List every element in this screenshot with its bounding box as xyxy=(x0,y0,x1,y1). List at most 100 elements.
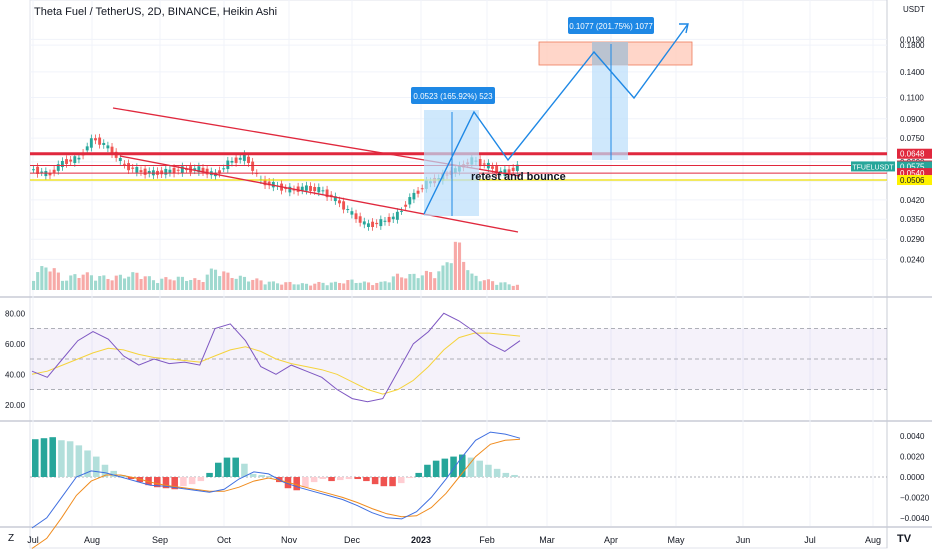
rsi-ma-line xyxy=(31,332,521,395)
candle xyxy=(342,201,346,210)
price-pane[interactable]: 0.0523 (165.92%) 523 0.1077 (201.75%) 107… xyxy=(30,17,887,290)
volume-bar xyxy=(304,283,309,290)
y-tick-label: 0.0190 xyxy=(900,35,925,44)
volume-bar xyxy=(151,280,156,290)
volume-bar xyxy=(122,278,127,290)
volume-bar xyxy=(32,280,36,290)
candle xyxy=(102,142,106,145)
macd-pane[interactable] xyxy=(30,431,887,549)
candle xyxy=(304,185,308,191)
candle xyxy=(48,173,52,176)
volume-bar xyxy=(412,273,416,290)
volume-bar xyxy=(288,281,292,290)
candle xyxy=(230,160,234,163)
macd-histogram-bar xyxy=(197,477,205,482)
volume-bar xyxy=(354,282,358,290)
candle xyxy=(172,167,176,174)
macd-histogram-bar xyxy=(319,477,327,480)
volume-bar xyxy=(470,273,474,290)
macd-histogram-bar xyxy=(58,440,65,477)
macd-histogram-bar xyxy=(32,439,39,477)
volume-bar xyxy=(342,283,346,290)
price-label-text: 0.0506 xyxy=(900,176,925,185)
rsi-pane[interactable] xyxy=(30,312,887,403)
volume-bar xyxy=(197,279,201,290)
volume-bar xyxy=(94,280,98,290)
volume-bar xyxy=(85,272,89,290)
macd-histogram-bar xyxy=(328,477,335,482)
volume-bar xyxy=(371,285,375,290)
macd-histogram-bar xyxy=(398,477,405,484)
y-tick-label: 0.1400 xyxy=(900,68,925,77)
price-label-box xyxy=(897,161,932,172)
volume-bar xyxy=(143,276,147,290)
macd-histogram-bar xyxy=(389,477,396,487)
candle xyxy=(226,160,230,169)
macd-tick-label: −0.0040 xyxy=(900,514,930,523)
candle xyxy=(222,168,226,170)
candle xyxy=(491,166,494,169)
candle xyxy=(379,219,383,227)
volume-bar xyxy=(309,285,313,290)
rsi-line xyxy=(31,312,521,403)
volume-bar xyxy=(296,284,300,290)
zoom-button[interactable]: Z xyxy=(8,533,15,544)
candle xyxy=(185,169,188,171)
volume-bar xyxy=(511,285,515,290)
candle xyxy=(383,220,387,222)
volume-bar xyxy=(429,272,433,290)
macd-signal-line xyxy=(31,438,521,549)
x-tick-label: Jun xyxy=(736,535,751,545)
macd-histogram-bar xyxy=(84,450,91,477)
candle xyxy=(98,137,102,145)
volume-bar xyxy=(114,275,118,290)
candle xyxy=(333,196,337,202)
candle xyxy=(251,161,255,171)
candle xyxy=(338,200,341,204)
x-tick-label: Mar xyxy=(539,535,555,545)
macd-histogram-bar xyxy=(450,456,457,477)
candle xyxy=(205,168,209,175)
candle xyxy=(238,157,242,160)
volume-bar xyxy=(147,276,151,290)
macd-histogram-bar xyxy=(162,477,170,489)
candle xyxy=(313,186,317,192)
y-tick-label: 0.0900 xyxy=(900,115,925,124)
candle xyxy=(32,169,35,171)
candle xyxy=(300,186,304,191)
volume-bar xyxy=(180,276,184,290)
volume-bar xyxy=(189,279,193,290)
macd-tick-label: 0.0000 xyxy=(900,473,925,482)
volume-bar xyxy=(276,283,280,290)
candle xyxy=(400,210,403,212)
macd-histogram-bar xyxy=(406,477,414,479)
volume-bar xyxy=(56,272,60,290)
volume-bar xyxy=(164,277,168,290)
macd-histogram-bar xyxy=(93,456,100,477)
candle xyxy=(110,146,114,155)
macd-histogram-bar xyxy=(415,472,422,477)
measure-label-1: 0.0523 (165.92%) 523 xyxy=(413,92,493,101)
volume-bar xyxy=(205,274,209,290)
price-unit-label: USDT xyxy=(903,5,925,14)
volume-bar xyxy=(242,276,247,290)
volume-bar xyxy=(395,273,400,290)
measure-label-2: 0.1077 (201.75%) 1077 xyxy=(569,22,653,31)
candle xyxy=(296,186,300,192)
volume-bar xyxy=(416,278,420,290)
volume-bar xyxy=(441,265,445,290)
rsi-tick-label: 20.00 xyxy=(5,401,26,410)
candle xyxy=(176,169,180,171)
volume-bar xyxy=(445,262,449,290)
macd-histogram-bar xyxy=(371,477,379,485)
rsi-tick-label: 80.00 xyxy=(5,309,26,318)
volume-bar xyxy=(482,280,486,290)
macd-histogram-bar xyxy=(215,462,222,477)
candle xyxy=(89,138,93,148)
x-tick-label: Apr xyxy=(604,535,618,545)
macd-histogram-bar xyxy=(441,458,449,477)
macd-histogram-bar xyxy=(310,477,318,483)
candle xyxy=(499,170,503,173)
